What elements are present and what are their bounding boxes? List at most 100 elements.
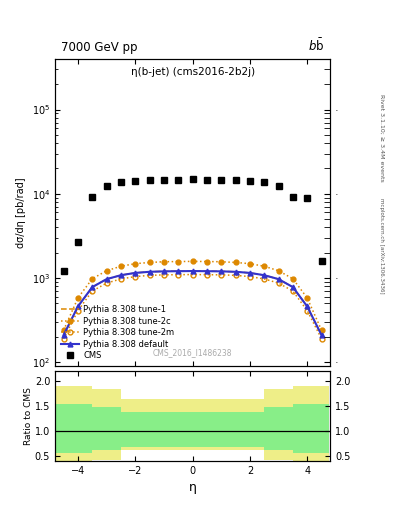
Pythia 8.308 default [133, 270, 138, 276]
Pythia 8.308 tune-1 [305, 303, 310, 309]
CMS [190, 177, 195, 183]
Text: mcplots.cern.ch [arXiv:1306.3436]: mcplots.cern.ch [arXiv:1306.3436] [379, 198, 384, 293]
Pythia 8.308 tune-2c [162, 259, 166, 265]
Pythia 8.308 tune-1 [319, 332, 324, 338]
Pythia 8.308 tune-2m [305, 308, 310, 314]
Pythia 8.308 tune-2c [262, 263, 266, 269]
Text: Rivet 3.1.10; ≥ 3.4M events: Rivet 3.1.10; ≥ 3.4M events [379, 94, 384, 182]
Pythia 8.308 default [305, 303, 310, 309]
Pythia 8.308 tune-2m [276, 280, 281, 286]
Pythia 8.308 tune-1 [276, 276, 281, 282]
Text: 7000 GeV pp: 7000 GeV pp [61, 41, 137, 54]
Pythia 8.308 tune-1 [119, 272, 123, 278]
Legend: Pythia 8.308 tune-1, Pythia 8.308 tune-2c, Pythia 8.308 tune-2m, Pythia 8.308 de: Pythia 8.308 tune-1, Pythia 8.308 tune-2… [59, 304, 176, 362]
Pythia 8.308 tune-1 [219, 268, 224, 274]
Pythia 8.308 tune-1 [248, 270, 252, 276]
Pythia 8.308 default [276, 276, 281, 282]
Pythia 8.308 default [75, 303, 80, 309]
Line: Pythia 8.308 tune-2c: Pythia 8.308 tune-2c [61, 259, 324, 333]
Pythia 8.308 default [147, 269, 152, 275]
Pythia 8.308 tune-2m [219, 272, 224, 278]
Pythia 8.308 tune-2c [190, 259, 195, 265]
CMS [90, 194, 95, 200]
Pythia 8.308 tune-1 [162, 268, 166, 274]
Y-axis label: Ratio to CMS: Ratio to CMS [24, 387, 33, 445]
Pythia 8.308 tune-2m [162, 272, 166, 278]
Text: CMS_2016_I1486238: CMS_2016_I1486238 [153, 348, 232, 357]
CMS [219, 177, 224, 183]
Pythia 8.308 default [262, 272, 266, 278]
Pythia 8.308 tune-2m [204, 272, 209, 278]
Pythia 8.308 tune-1 [90, 284, 95, 290]
Pythia 8.308 default [90, 284, 95, 290]
Pythia 8.308 tune-2c [61, 327, 66, 333]
Line: Pythia 8.308 tune-1: Pythia 8.308 tune-1 [64, 271, 321, 335]
CMS [276, 183, 281, 189]
CMS [104, 183, 109, 189]
Pythia 8.308 tune-2m [190, 271, 195, 278]
Pythia 8.308 default [290, 284, 295, 290]
Pythia 8.308 tune-1 [204, 268, 209, 274]
Pythia 8.308 default [176, 268, 181, 274]
Pythia 8.308 tune-2m [90, 288, 95, 294]
Pythia 8.308 default [219, 268, 224, 274]
Pythia 8.308 tune-2m [290, 288, 295, 294]
CMS [176, 177, 181, 183]
Pythia 8.308 tune-2c [305, 295, 310, 301]
Pythia 8.308 tune-2c [219, 259, 224, 265]
Pythia 8.308 tune-2c [75, 295, 80, 301]
Pythia 8.308 tune-2m [262, 276, 266, 282]
Pythia 8.308 tune-2m [147, 272, 152, 279]
CMS [133, 178, 138, 184]
Pythia 8.308 default [319, 332, 324, 338]
Line: Pythia 8.308 default: Pythia 8.308 default [61, 269, 324, 337]
Line: CMS: CMS [61, 176, 325, 274]
Pythia 8.308 default [104, 276, 109, 282]
Text: b$\bar{\rm b}$: b$\bar{\rm b}$ [308, 38, 325, 54]
Pythia 8.308 tune-1 [75, 303, 80, 309]
CMS [147, 177, 152, 183]
Pythia 8.308 default [162, 268, 166, 274]
CMS [204, 177, 209, 183]
Text: η(b-jet) (cms2016-2b2j): η(b-jet) (cms2016-2b2j) [130, 67, 255, 77]
CMS [319, 258, 324, 264]
Pythia 8.308 tune-2c [233, 260, 238, 266]
Pythia 8.308 tune-2m [61, 336, 66, 342]
CMS [290, 194, 295, 200]
Pythia 8.308 tune-2m [75, 308, 80, 314]
Line: Pythia 8.308 tune-2m: Pythia 8.308 tune-2m [61, 272, 324, 341]
CMS [248, 178, 252, 184]
Pythia 8.308 tune-1 [233, 269, 238, 275]
Pythia 8.308 tune-2m [176, 272, 181, 278]
Pythia 8.308 tune-2c [276, 268, 281, 274]
Y-axis label: dσ/dη [pb/rad]: dσ/dη [pb/rad] [16, 177, 26, 248]
Pythia 8.308 tune-1 [190, 268, 195, 274]
Pythia 8.308 tune-2c [90, 275, 95, 282]
Pythia 8.308 tune-1 [61, 332, 66, 338]
Pythia 8.308 default [190, 268, 195, 274]
Pythia 8.308 tune-2m [233, 272, 238, 279]
Pythia 8.308 tune-2c [290, 275, 295, 282]
Pythia 8.308 tune-1 [262, 272, 266, 278]
Pythia 8.308 default [61, 332, 66, 338]
Pythia 8.308 tune-2c [176, 259, 181, 265]
Pythia 8.308 tune-1 [104, 276, 109, 282]
Pythia 8.308 tune-1 [147, 269, 152, 275]
Pythia 8.308 default [204, 268, 209, 274]
Pythia 8.308 tune-2m [104, 280, 109, 286]
Pythia 8.308 tune-2c [147, 260, 152, 266]
Pythia 8.308 tune-2c [133, 261, 138, 267]
Pythia 8.308 tune-2c [104, 268, 109, 274]
Pythia 8.308 default [248, 270, 252, 276]
Pythia 8.308 tune-2m [319, 336, 324, 342]
Pythia 8.308 tune-2c [319, 327, 324, 333]
CMS [262, 179, 266, 185]
Pythia 8.308 tune-2c [204, 259, 209, 265]
Pythia 8.308 tune-1 [133, 270, 138, 276]
X-axis label: η: η [189, 481, 196, 494]
Pythia 8.308 tune-2m [248, 273, 252, 280]
CMS [233, 177, 238, 183]
Pythia 8.308 tune-1 [176, 268, 181, 274]
CMS [75, 239, 80, 245]
Pythia 8.308 default [233, 269, 238, 275]
